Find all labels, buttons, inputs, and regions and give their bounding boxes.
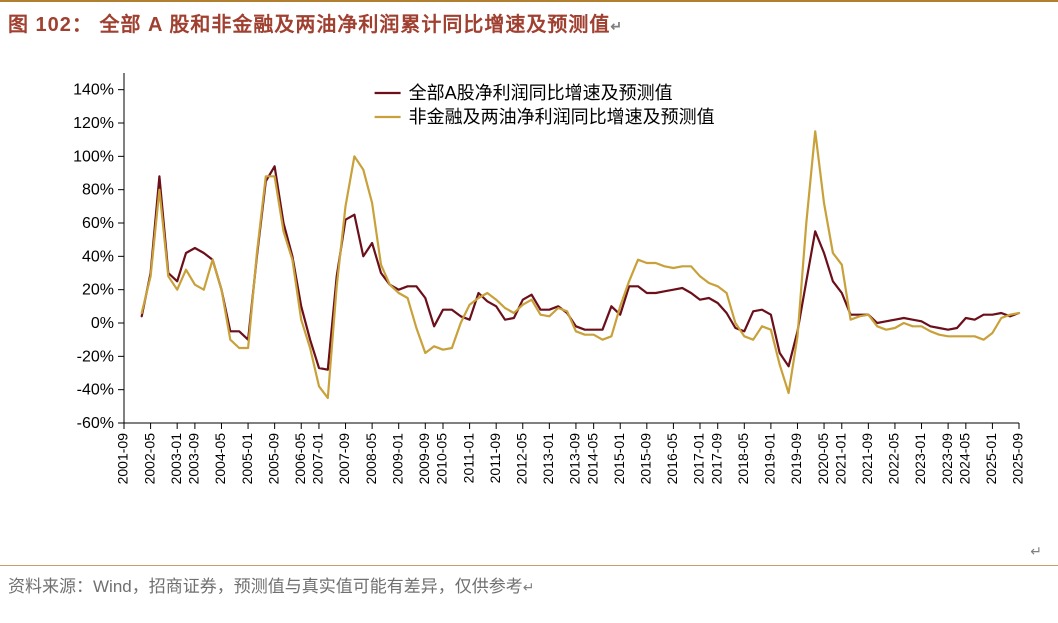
svg-text:-40%: -40%: [77, 382, 114, 399]
chart-area: -60% -40% -20% 0% 20% 40% 60% 80% 100% 120% 140% 20…: [19, 43, 1039, 543]
svg-text:100%: 100%: [73, 148, 114, 165]
svg-text:2019-09: 2019-09: [788, 433, 804, 485]
svg-text:2014-05: 2014-05: [584, 433, 600, 485]
svg-text:2017-01: 2017-01: [691, 433, 707, 485]
line-chart: -60% -40% -20% 0% 20% 40% 60% 80% 100% 120% 140% 20…: [19, 43, 1039, 543]
svg-text:非金融及两油净利润同比增速及预测值: 非金融及两油净利润同比增速及预测值: [409, 107, 715, 127]
svg-text:2011-09: 2011-09: [487, 433, 503, 484]
figure-title: 图 102： 全部 A 股和非金融及两油净利润累计同比增速及预测值↵: [0, 0, 1058, 43]
svg-text:140%: 140%: [73, 82, 114, 99]
svg-text:2012-05: 2012-05: [513, 433, 529, 485]
svg-text:2007-01: 2007-01: [310, 433, 326, 485]
svg-text:2013-09: 2013-09: [567, 433, 583, 485]
svg-text:2025-01: 2025-01: [983, 433, 999, 485]
svg-text:2022-05: 2022-05: [886, 433, 902, 485]
svg-text:2009-09: 2009-09: [416, 433, 432, 485]
trail-symbol: ↵: [523, 579, 535, 595]
svg-text:2017-09: 2017-09: [708, 433, 724, 485]
svg-text:40%: 40%: [82, 248, 114, 265]
svg-text:2016-05: 2016-05: [664, 433, 680, 485]
svg-text:2005-01: 2005-01: [239, 433, 255, 485]
svg-text:2019-01: 2019-01: [762, 433, 778, 485]
svg-text:-60%: -60%: [77, 415, 114, 432]
svg-text:60%: 60%: [82, 215, 114, 232]
svg-text:2003-09: 2003-09: [186, 433, 202, 485]
svg-text:2021-01: 2021-01: [832, 433, 848, 485]
svg-text:2015-01: 2015-01: [611, 433, 627, 485]
svg-text:120%: 120%: [73, 115, 114, 132]
svg-text:2023-09: 2023-09: [939, 433, 955, 485]
svg-text:80%: 80%: [82, 182, 114, 199]
figure-title-text: 全部 A 股和非金融及两油净利润累计同比增速及预测值: [100, 14, 611, 36]
svg-text:2011-01: 2011-01: [460, 433, 476, 484]
source-footer: 资料来源：Wind，招商证券，预测值与真实值可能有差异，仅供参考↵: [0, 565, 1058, 603]
svg-text:2005-09: 2005-09: [265, 433, 281, 485]
figure-number: 图 102：: [8, 14, 93, 36]
svg-text:0%: 0%: [91, 315, 114, 332]
svg-text:2002-05: 2002-05: [141, 433, 157, 485]
svg-text:2009-01: 2009-01: [389, 433, 405, 485]
svg-text:2021-09: 2021-09: [859, 433, 875, 485]
svg-text:2003-01: 2003-01: [168, 433, 184, 485]
svg-text:2013-01: 2013-01: [540, 433, 556, 485]
svg-text:2007-09: 2007-09: [336, 433, 352, 485]
svg-text:2023-01: 2023-01: [912, 433, 928, 485]
svg-text:全部A股净利润同比增速及预测值: 全部A股净利润同比增速及预测值: [409, 83, 673, 103]
svg-text:2004-05: 2004-05: [212, 433, 228, 485]
svg-text:20%: 20%: [82, 282, 114, 299]
trail-symbol: ↵: [610, 18, 623, 34]
svg-text:2008-05: 2008-05: [363, 433, 379, 485]
svg-text:2010-05: 2010-05: [434, 433, 450, 485]
svg-text:2018-05: 2018-05: [735, 433, 751, 485]
right-trail: ↵: [0, 543, 1058, 561]
svg-text:2001-09: 2001-09: [115, 433, 131, 485]
svg-text:2020-05: 2020-05: [815, 433, 831, 485]
svg-text:-20%: -20%: [77, 348, 114, 365]
svg-text:2024-05: 2024-05: [957, 433, 973, 485]
svg-text:2006-05: 2006-05: [292, 433, 308, 485]
svg-text:2025-09: 2025-09: [1010, 433, 1026, 485]
source-text: 资料来源：Wind，招商证券，预测值与真实值可能有差异，仅供参考: [8, 577, 523, 596]
svg-text:2015-09: 2015-09: [638, 433, 654, 485]
